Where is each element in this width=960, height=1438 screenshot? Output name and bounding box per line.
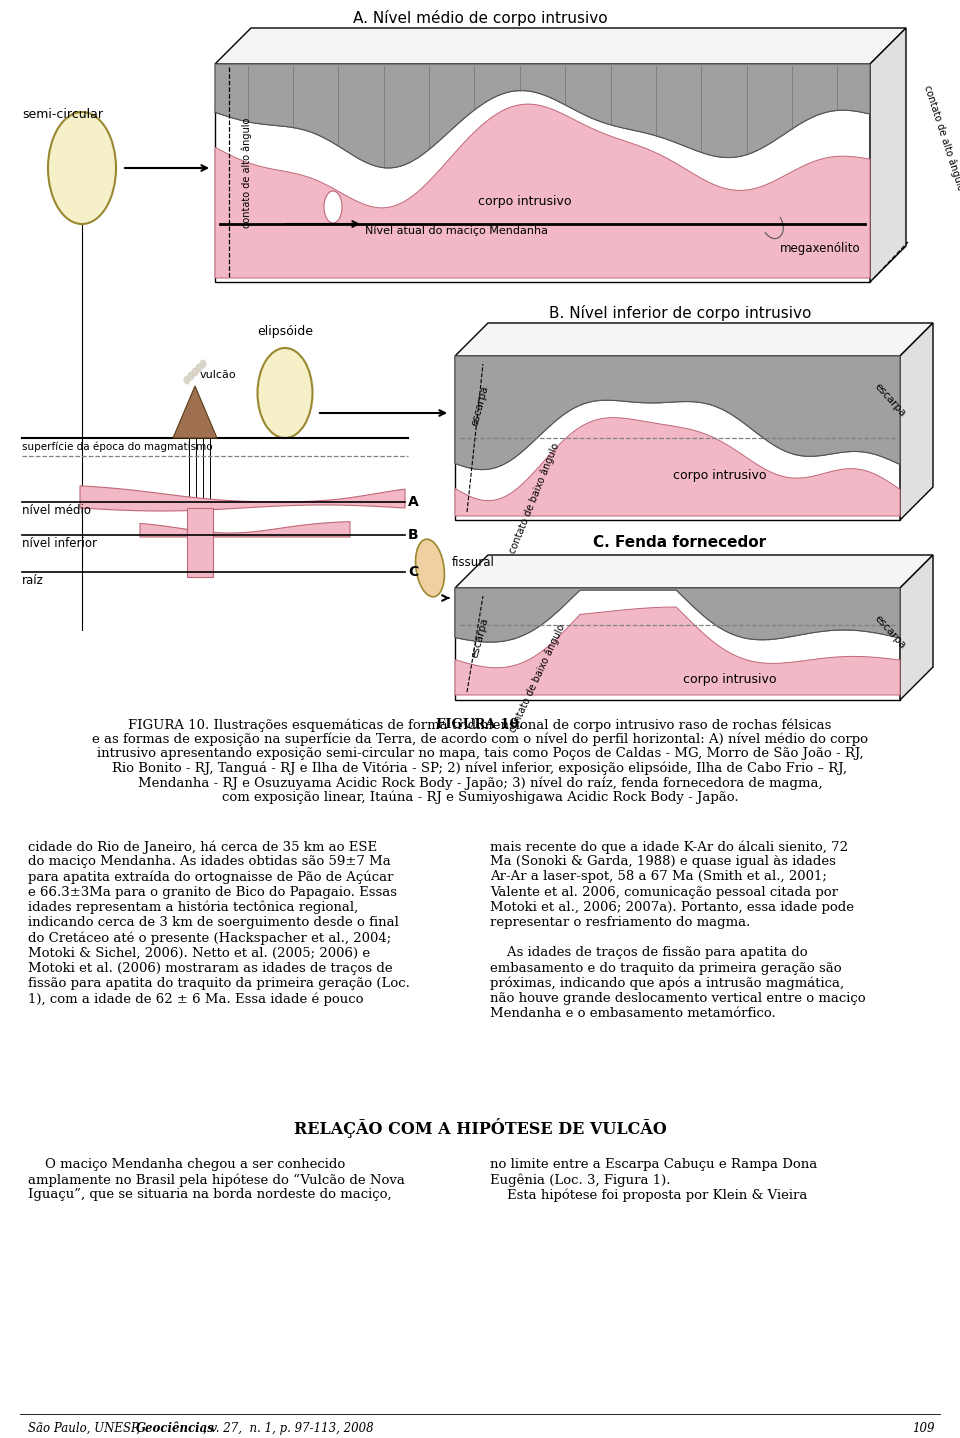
Polygon shape — [173, 385, 217, 439]
Text: Nível atual do maciço Mendanha: Nível atual do maciço Mendanha — [365, 226, 548, 236]
Text: megaxenólito: megaxenólito — [780, 242, 860, 255]
Text: B: B — [408, 528, 419, 542]
Text: elipsóide: elipsóide — [257, 325, 313, 338]
Text: escarpa: escarpa — [873, 381, 907, 418]
Text: indicando cerca de 3 km de soerguimento desde o final: indicando cerca de 3 km de soerguimento … — [28, 916, 398, 929]
Ellipse shape — [191, 368, 199, 377]
Ellipse shape — [48, 112, 116, 224]
Text: contato de alto ângulo: contato de alto ângulo — [242, 118, 252, 229]
Text: representar o resfriamento do magma.: representar o resfriamento do magma. — [490, 916, 751, 929]
Polygon shape — [455, 607, 900, 695]
Text: Motoki et al., 2006; 2007a). Portanto, essa idade pode: Motoki et al., 2006; 2007a). Portanto, e… — [490, 900, 854, 913]
Text: vulcão: vulcão — [200, 370, 236, 380]
Polygon shape — [215, 27, 906, 65]
Text: semi-circular: semi-circular — [22, 108, 103, 121]
Text: embasamento e do traquito da primeira geração são: embasamento e do traquito da primeira ge… — [490, 962, 842, 975]
Text: idades representam a história tectônica regional,: idades representam a história tectônica … — [28, 900, 358, 915]
Text: corpo intrusivo: corpo intrusivo — [673, 469, 767, 482]
Text: do maciço Mendanha. As idades obtidas são 59±7 Ma: do maciço Mendanha. As idades obtidas sã… — [28, 856, 391, 869]
Text: A: A — [408, 495, 419, 509]
Text: nível inferior: nível inferior — [22, 536, 97, 549]
Text: próximas, indicando que após a intrusão magmática,: próximas, indicando que após a intrusão … — [490, 976, 844, 991]
Text: raíz: raíz — [22, 574, 44, 587]
Polygon shape — [80, 486, 405, 510]
Text: amplamente no Brasil pela hipótese do “Vulcão de Nova: amplamente no Brasil pela hipótese do “V… — [28, 1173, 405, 1186]
Text: do Cretáceo até o presente (Hackspacher et al., 2004;: do Cretáceo até o presente (Hackspacher … — [28, 932, 392, 945]
Polygon shape — [215, 65, 870, 282]
Text: escarpa: escarpa — [469, 384, 491, 427]
Polygon shape — [215, 104, 870, 278]
Text: As idades de traços de fissão para apatita do: As idades de traços de fissão para apati… — [490, 946, 807, 959]
Text: Geociências: Geociências — [136, 1422, 215, 1435]
Text: Motoki & Sichel, 2006). Netto et al. (2005; 2006) e: Motoki & Sichel, 2006). Netto et al. (20… — [28, 946, 371, 959]
Polygon shape — [455, 357, 900, 470]
Text: com exposição linear, Itaúna - RJ e Sumiyoshigawa Acidic Rock Body - Japão.: com exposição linear, Itaúna - RJ e Sumi… — [222, 791, 738, 804]
Text: Mendanha - RJ e Osuzuyama Acidic Rock Body - Japão; 3) nível do raíz, fenda forn: Mendanha - RJ e Osuzuyama Acidic Rock Bo… — [137, 777, 823, 789]
Text: fissural: fissural — [452, 557, 494, 569]
Text: Esta hipótese foi proposta por Klein & Vieira: Esta hipótese foi proposta por Klein & V… — [490, 1188, 807, 1202]
Text: FIGURA 10. Ilustrações esquemáticas de forma tridimensional de corpo intrusivo r: FIGURA 10. Ilustrações esquemáticas de f… — [129, 718, 831, 732]
Ellipse shape — [257, 348, 313, 439]
Text: Valente et al. 2006, comunicação pessoal citada por: Valente et al. 2006, comunicação pessoal… — [490, 886, 838, 899]
Text: superfície da época do magmatismo: superfície da época do magmatismo — [22, 441, 212, 452]
Polygon shape — [900, 555, 933, 700]
Ellipse shape — [200, 360, 206, 368]
Ellipse shape — [183, 375, 190, 384]
Text: Ar-Ar a laser-spot, 58 a 67 Ma (Smith et al., 2001;: Ar-Ar a laser-spot, 58 a 67 Ma (Smith et… — [490, 870, 827, 883]
Polygon shape — [455, 357, 900, 521]
Text: C. Fenda fornecedor: C. Fenda fornecedor — [593, 535, 767, 549]
Ellipse shape — [196, 364, 203, 372]
Text: B. Nível inferior de corpo intrusivo: B. Nível inferior de corpo intrusivo — [549, 305, 811, 321]
Polygon shape — [187, 508, 213, 577]
Polygon shape — [455, 417, 900, 516]
Text: e as formas de exposição na superfície da Terra, de acordo com o nível do perfil: e as formas de exposição na superfície d… — [92, 732, 868, 746]
Polygon shape — [455, 555, 933, 588]
Text: escarpa: escarpa — [469, 615, 491, 659]
Text: , v. 27,  n. 1, p. 97-113, 2008: , v. 27, n. 1, p. 97-113, 2008 — [203, 1422, 373, 1435]
Text: Ma (Sonoki & Garda, 1988) e quase igual às idades: Ma (Sonoki & Garda, 1988) e quase igual … — [490, 856, 836, 869]
Text: no limite entre a Escarpa Cabuçu e Rampa Dona: no limite entre a Escarpa Cabuçu e Rampa… — [490, 1158, 817, 1171]
Polygon shape — [140, 522, 350, 536]
Polygon shape — [455, 324, 933, 357]
Polygon shape — [455, 357, 900, 470]
Text: corpo intrusivo: corpo intrusivo — [478, 196, 572, 209]
Text: 1), com a idade de 62 ± 6 Ma. Essa idade é pouco: 1), com a idade de 62 ± 6 Ma. Essa idade… — [28, 992, 364, 1005]
Polygon shape — [900, 324, 933, 521]
Text: nível médio: nível médio — [22, 503, 91, 518]
Text: e 66.3±3Ma para o granito de Bico do Papagaio. Essas: e 66.3±3Ma para o granito de Bico do Pap… — [28, 886, 397, 899]
Text: cidade do Rio de Janeiro, há cerca de 35 km ao ESE: cidade do Rio de Janeiro, há cerca de 35… — [28, 840, 377, 854]
Text: Mendanha e o embasamento metamórfico.: Mendanha e o embasamento metamórfico. — [490, 1007, 776, 1020]
Text: fissão para apatita do traquito da primeira geração (Loc.: fissão para apatita do traquito da prime… — [28, 976, 410, 989]
Text: A. Nível médio de corpo intrusivo: A. Nível médio de corpo intrusivo — [352, 10, 608, 26]
Text: Eugênia (Loc. 3, Figura 1).: Eugênia (Loc. 3, Figura 1). — [490, 1173, 670, 1186]
Text: Rio Bonito - RJ, Tanguá - RJ e Ilha de Vitória - SP; 2) nível inferior, exposiçã: Rio Bonito - RJ, Tanguá - RJ e Ilha de V… — [112, 762, 848, 775]
Polygon shape — [215, 65, 870, 168]
Ellipse shape — [187, 371, 195, 381]
Text: Motoki et al. (2006) mostraram as idades de traços de: Motoki et al. (2006) mostraram as idades… — [28, 962, 393, 975]
Text: contato de baixo ângulo: contato de baixo ângulo — [507, 623, 566, 733]
Text: 109: 109 — [913, 1422, 935, 1435]
Ellipse shape — [324, 191, 342, 223]
Ellipse shape — [416, 539, 444, 597]
Polygon shape — [455, 588, 900, 643]
Text: para apatita extraída do ortognaisse de Pão de Açúcar: para apatita extraída do ortognaisse de … — [28, 870, 394, 884]
Polygon shape — [455, 588, 900, 700]
Text: contato de alto ângulo: contato de alto ângulo — [922, 83, 960, 193]
Polygon shape — [215, 65, 870, 168]
Polygon shape — [455, 588, 900, 643]
Text: contato de baixo ângulo: contato de baixo ângulo — [507, 441, 561, 555]
Text: RELAÇÃO COM A HIPÓTESE DE VULCÃO: RELAÇÃO COM A HIPÓTESE DE VULCÃO — [294, 1117, 666, 1137]
Text: C: C — [408, 565, 419, 580]
Polygon shape — [870, 27, 906, 282]
Text: O maciço Mendanha chegou a ser conhecido: O maciço Mendanha chegou a ser conhecido — [28, 1158, 346, 1171]
Text: mais recente do que a idade K-Ar do álcali sienito, 72: mais recente do que a idade K-Ar do álca… — [490, 840, 848, 854]
Text: não houve grande deslocamento vertical entre o maciço: não houve grande deslocamento vertical e… — [490, 992, 866, 1005]
Text: intrusivo apresentando exposição semi-circular no mapa, tais como Poços de Calda: intrusivo apresentando exposição semi-ci… — [97, 746, 863, 761]
Text: FIGURA 10.: FIGURA 10. — [436, 718, 524, 731]
Text: escarpa: escarpa — [873, 613, 907, 650]
Text: São Paulo, UNESP,: São Paulo, UNESP, — [28, 1422, 144, 1435]
Text: Iguaçu”, que se situaria na borda nordeste do maciço,: Iguaçu”, que se situaria na borda nordes… — [28, 1188, 392, 1201]
Text: corpo intrusivo: corpo intrusivo — [684, 673, 777, 686]
